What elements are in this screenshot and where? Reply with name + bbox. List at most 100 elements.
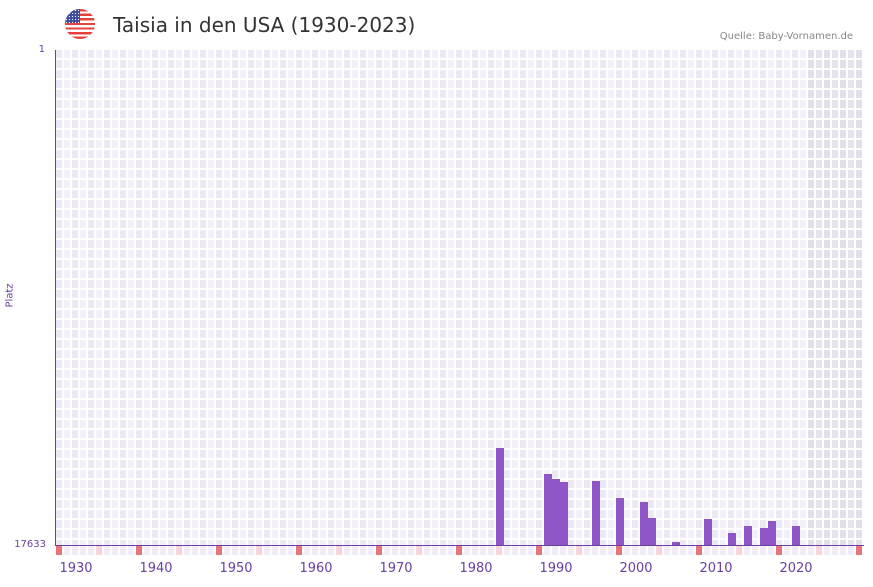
year-marker	[296, 546, 302, 555]
grid-column	[304, 50, 312, 545]
year-marker	[856, 546, 862, 555]
year-marker	[160, 546, 166, 555]
grid-column	[664, 50, 672, 545]
year-marker	[72, 546, 78, 555]
year-marker	[232, 546, 238, 555]
year-marker	[344, 546, 350, 555]
grid-column	[832, 50, 840, 545]
grid-column	[352, 50, 360, 545]
bar-2016[interactable]	[760, 528, 768, 545]
year-marker	[584, 546, 590, 555]
grid-column	[456, 50, 464, 545]
year-marker	[712, 546, 718, 555]
grid-column	[792, 50, 800, 545]
source-link[interactable]: Quelle: Baby-Vornamen.de	[719, 31, 853, 42]
year-marker	[472, 546, 478, 555]
year-marker	[144, 546, 150, 555]
year-marker	[336, 546, 342, 555]
year-marker	[304, 546, 310, 555]
grid-column	[112, 50, 120, 545]
x-tick-label: 1970	[379, 561, 413, 576]
x-tick-label: 1960	[299, 561, 333, 576]
grid-column	[760, 50, 768, 545]
grid-column	[72, 50, 80, 545]
grid-column	[584, 50, 592, 545]
bar-2002[interactable]	[648, 517, 656, 545]
year-marker	[808, 546, 814, 555]
grid-column	[568, 50, 576, 545]
year-marker	[544, 546, 550, 555]
grid-column	[176, 50, 184, 545]
decade-markers	[56, 546, 864, 555]
year-marker	[664, 546, 670, 555]
grid-column	[80, 50, 88, 545]
grid-column	[128, 50, 136, 545]
year-marker	[440, 546, 446, 555]
grid-column	[536, 50, 544, 545]
bar-2009[interactable]	[704, 519, 712, 545]
year-marker	[792, 546, 798, 555]
grid-column	[440, 50, 448, 545]
grid-column	[376, 50, 384, 545]
year-marker	[768, 546, 774, 555]
year-marker	[552, 546, 558, 555]
grid-column	[776, 50, 784, 545]
grid-column	[824, 50, 832, 545]
year-marker	[280, 546, 286, 555]
year-marker	[288, 546, 294, 555]
bar-1990[interactable]	[552, 478, 560, 545]
bar-2020[interactable]	[792, 526, 800, 545]
year-marker	[400, 546, 406, 555]
year-marker	[192, 546, 198, 555]
year-marker	[264, 546, 270, 555]
year-marker	[672, 546, 678, 555]
grid-column	[504, 50, 512, 545]
year-marker	[752, 546, 758, 555]
grid-column	[344, 50, 352, 545]
bar-2017[interactable]	[768, 521, 776, 545]
grid-column	[656, 50, 664, 545]
grid-column	[328, 50, 336, 545]
year-marker	[616, 546, 622, 555]
grid-column	[224, 50, 232, 545]
grid-column	[296, 50, 304, 545]
grid-column	[120, 50, 128, 545]
bar-1983[interactable]	[496, 448, 504, 545]
grid-column	[448, 50, 456, 545]
grid-column	[200, 50, 208, 545]
y-axis-line	[55, 50, 56, 546]
grid-column	[608, 50, 616, 545]
grid-column	[712, 50, 720, 545]
grid-column	[56, 50, 64, 545]
bar-2014[interactable]	[744, 526, 752, 545]
grid-column	[592, 50, 600, 545]
grid-column	[704, 50, 712, 545]
year-marker	[120, 546, 126, 555]
year-marker	[480, 546, 486, 555]
year-marker	[216, 546, 222, 555]
grid-column	[856, 50, 864, 545]
bar-2005[interactable]	[672, 541, 680, 545]
bar-1989[interactable]	[544, 473, 552, 545]
year-marker	[240, 546, 246, 555]
year-marker	[832, 546, 838, 555]
year-marker	[464, 546, 470, 555]
bar-1995[interactable]	[592, 480, 600, 545]
grid-column	[632, 50, 640, 545]
year-marker	[248, 546, 254, 555]
bar-2001[interactable]	[640, 501, 648, 545]
grid-column	[216, 50, 224, 545]
year-marker	[736, 546, 742, 555]
bar-2012[interactable]	[728, 533, 736, 545]
bar-1998[interactable]	[616, 498, 624, 545]
y-axis-top-label: 1	[38, 44, 45, 55]
grid-column	[432, 50, 440, 545]
grid-column	[88, 50, 96, 545]
year-marker	[256, 546, 262, 555]
bar-1991[interactable]	[560, 482, 568, 545]
year-marker	[528, 546, 534, 555]
grid-column	[616, 50, 624, 545]
grid-column	[624, 50, 632, 545]
year-marker	[208, 546, 214, 555]
grid-column	[152, 50, 160, 545]
